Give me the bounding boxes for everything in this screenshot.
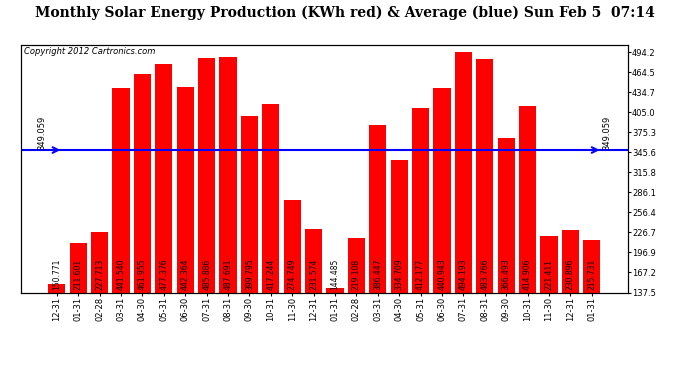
Text: 417.244: 417.244 — [266, 259, 275, 291]
Text: 144.485: 144.485 — [331, 259, 339, 291]
Text: 334.709: 334.709 — [395, 259, 404, 291]
Bar — [583, 240, 600, 292]
Bar — [476, 59, 493, 292]
Bar — [326, 288, 344, 292]
Bar — [155, 64, 172, 292]
Text: 487.691: 487.691 — [224, 259, 233, 291]
Text: 366.493: 366.493 — [502, 259, 511, 291]
Bar — [219, 57, 237, 292]
Bar — [177, 87, 194, 292]
Bar — [391, 160, 408, 292]
Bar — [348, 237, 365, 292]
Bar — [497, 138, 515, 292]
Text: 442.364: 442.364 — [181, 259, 190, 291]
Bar — [198, 58, 215, 292]
Text: 349.059: 349.059 — [37, 116, 46, 150]
Bar — [91, 232, 108, 292]
Bar — [305, 229, 322, 292]
Bar — [134, 74, 151, 292]
Text: 412.177: 412.177 — [416, 259, 425, 291]
Text: 215.731: 215.731 — [587, 259, 596, 291]
Text: 211.601: 211.601 — [74, 260, 83, 291]
Bar — [262, 104, 279, 292]
Bar — [519, 106, 536, 292]
Bar — [70, 243, 87, 292]
Bar — [48, 284, 66, 292]
Text: 414.906: 414.906 — [523, 259, 532, 291]
Text: 219.108: 219.108 — [352, 260, 361, 291]
Bar — [455, 52, 472, 292]
Bar — [241, 116, 258, 292]
Text: 230.896: 230.896 — [566, 259, 575, 291]
Text: 386.447: 386.447 — [373, 259, 382, 291]
Bar — [112, 88, 130, 292]
Text: 483.766: 483.766 — [480, 259, 489, 291]
Bar — [284, 200, 301, 292]
Bar — [433, 88, 451, 292]
Text: 477.376: 477.376 — [159, 259, 168, 291]
Text: 440.943: 440.943 — [437, 259, 446, 291]
Text: 221.411: 221.411 — [544, 260, 553, 291]
Text: 485.886: 485.886 — [202, 259, 211, 291]
Bar — [412, 108, 429, 292]
Bar — [369, 125, 386, 292]
Text: Copyright 2012 Cartronics.com: Copyright 2012 Cartronics.com — [23, 48, 155, 57]
Text: 441.540: 441.540 — [117, 259, 126, 291]
Text: 494.193: 494.193 — [459, 259, 468, 291]
Text: 231.574: 231.574 — [309, 259, 318, 291]
Text: 399.795: 399.795 — [245, 259, 254, 291]
Bar — [562, 230, 579, 292]
Bar — [540, 236, 558, 292]
Text: 349.059: 349.059 — [602, 116, 611, 150]
Text: 227.713: 227.713 — [95, 259, 104, 291]
Text: 274.749: 274.749 — [288, 259, 297, 291]
Text: 461.955: 461.955 — [138, 259, 147, 291]
Text: 150.771: 150.771 — [52, 259, 61, 291]
Text: Monthly Solar Energy Production (KWh red) & Average (blue) Sun Feb 5  07:14: Monthly Solar Energy Production (KWh red… — [35, 6, 655, 20]
